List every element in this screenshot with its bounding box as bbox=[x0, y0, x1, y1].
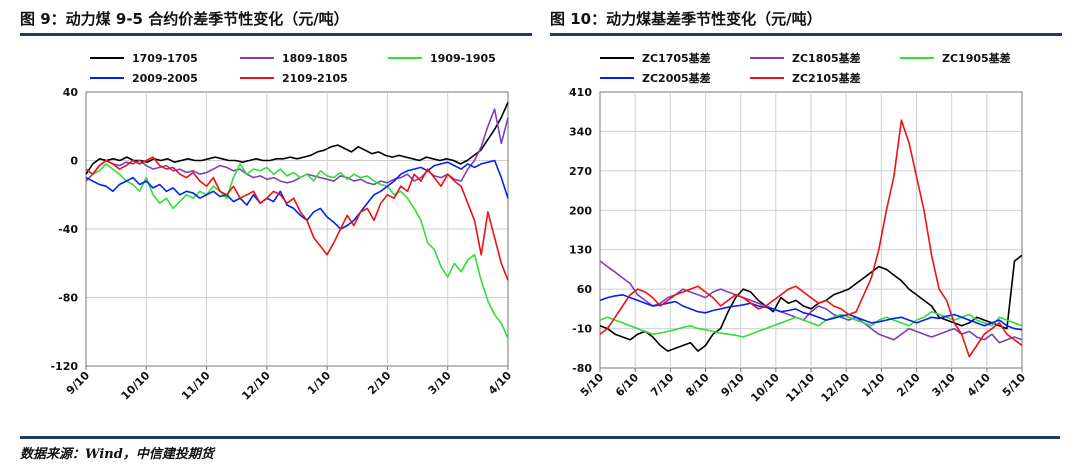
right-x-tick-label-6: 11/10 bbox=[783, 371, 817, 405]
right-y-tick-label-6: -10 bbox=[572, 323, 592, 336]
right-y-tick-label-7: -80 bbox=[572, 362, 592, 375]
left-legend-label-3: 2009-2005 bbox=[132, 72, 198, 85]
right-x-tick-label-7: 12/10 bbox=[819, 371, 853, 405]
right-series-line-4 bbox=[599, 119, 1023, 358]
left-x-tick-label-2: 11/10 bbox=[179, 369, 213, 403]
right-legend-label-4: ZC2105基差 bbox=[792, 71, 861, 85]
left-chart-title: 图 9：动力煤 9-5 合约价差季节性变化（元/吨） bbox=[20, 10, 349, 28]
left-y-tick-label-4: -120 bbox=[50, 360, 78, 373]
right-x-tick-label-11: 4/10 bbox=[965, 371, 994, 400]
right-x-tick-label-12: 5/10 bbox=[1000, 371, 1029, 400]
right-x-tick-label-5: 10/10 bbox=[748, 371, 782, 405]
right-legend-label-1: ZC1805基差 bbox=[792, 51, 861, 65]
left-series-line-1 bbox=[85, 108, 509, 186]
right-series-line-1 bbox=[599, 260, 1023, 344]
left-x-tick-label-6: 3/10 bbox=[426, 369, 455, 398]
right-y-tick-label-5: 60 bbox=[577, 283, 593, 296]
right-chart-panel: 图 10：动力煤基差季节性变化（元/吨） ZC1705基差 ZC1805基差 ZC1… bbox=[540, 0, 1080, 420]
right-x-tick-label-9: 2/10 bbox=[894, 371, 923, 400]
left-series-line-3 bbox=[85, 159, 509, 230]
left-legend-label-0: 1709-1705 bbox=[132, 52, 198, 65]
right-x-tick-label-10: 3/10 bbox=[930, 371, 959, 400]
right-x-tick-label-1: 6/10 bbox=[613, 371, 642, 400]
footer-rule bbox=[20, 436, 1060, 439]
right-chart-title: 图 10：动力煤基差季节性变化（元/吨） bbox=[550, 10, 822, 28]
right-y-tick-label-4: 130 bbox=[569, 244, 592, 257]
left-y-tick-label-3: -80 bbox=[58, 292, 78, 305]
right-line-chart: ZC1705基差 ZC1805基差 ZC1905基差 ZC2005基差 ZC2105基差… bbox=[569, 51, 1029, 405]
left-legend-label-4: 2109-2105 bbox=[282, 72, 348, 85]
right-x-tick-label-2: 7/10 bbox=[648, 371, 677, 400]
left-line-chart: 1709-1705 1809-1805 1909-1905 2009-2005 2109… bbox=[50, 52, 515, 403]
right-series-line-2 bbox=[599, 310, 1023, 338]
right-legend-label-2: ZC1905基差 bbox=[942, 51, 1011, 65]
left-x-tick-label-7: 4/10 bbox=[486, 369, 515, 398]
left-series-line-4 bbox=[85, 156, 509, 281]
right-title-rule bbox=[550, 33, 1062, 36]
left-legend-label-1: 1809-1805 bbox=[282, 52, 348, 65]
right-series-line-0 bbox=[599, 254, 1023, 352]
left-series-line-2 bbox=[85, 163, 509, 339]
left-x-tick-label-3: 12/10 bbox=[239, 369, 273, 403]
data-source-note: 数据来源：Wind，中信建投期货 bbox=[20, 447, 214, 462]
left-y-tick-label-2: -40 bbox=[58, 223, 78, 236]
left-y-tick-label-1: 0 bbox=[70, 155, 78, 168]
left-chart-panel: 图 9：动力煤 9-5 合约价差季节性变化（元/吨） 1709-1705 1809… bbox=[0, 0, 540, 420]
left-x-tick-label-1: 10/10 bbox=[119, 369, 153, 403]
right-y-tick-label-2: 270 bbox=[569, 165, 592, 178]
left-series-line-0 bbox=[85, 101, 509, 175]
left-title-rule bbox=[20, 33, 532, 36]
left-y-tick-label-0: 40 bbox=[63, 86, 79, 99]
left-plot-frame bbox=[85, 91, 509, 367]
right-x-tick-label-8: 1/10 bbox=[859, 371, 888, 400]
right-legend-label-0: ZC1705基差 bbox=[642, 51, 711, 65]
right-y-tick-label-3: 200 bbox=[569, 204, 592, 217]
left-x-tick-label-5: 2/10 bbox=[365, 369, 394, 398]
right-x-tick-label-4: 9/10 bbox=[719, 371, 748, 400]
right-y-tick-label-1: 340 bbox=[569, 125, 592, 138]
left-legend-label-2: 1909-1905 bbox=[430, 52, 496, 65]
right-y-tick-label-0: 410 bbox=[569, 86, 592, 99]
right-x-tick-label-3: 8/10 bbox=[683, 371, 712, 400]
left-x-tick-label-4: 1/10 bbox=[305, 369, 334, 398]
right-legend-label-3: ZC2005基差 bbox=[642, 71, 711, 85]
